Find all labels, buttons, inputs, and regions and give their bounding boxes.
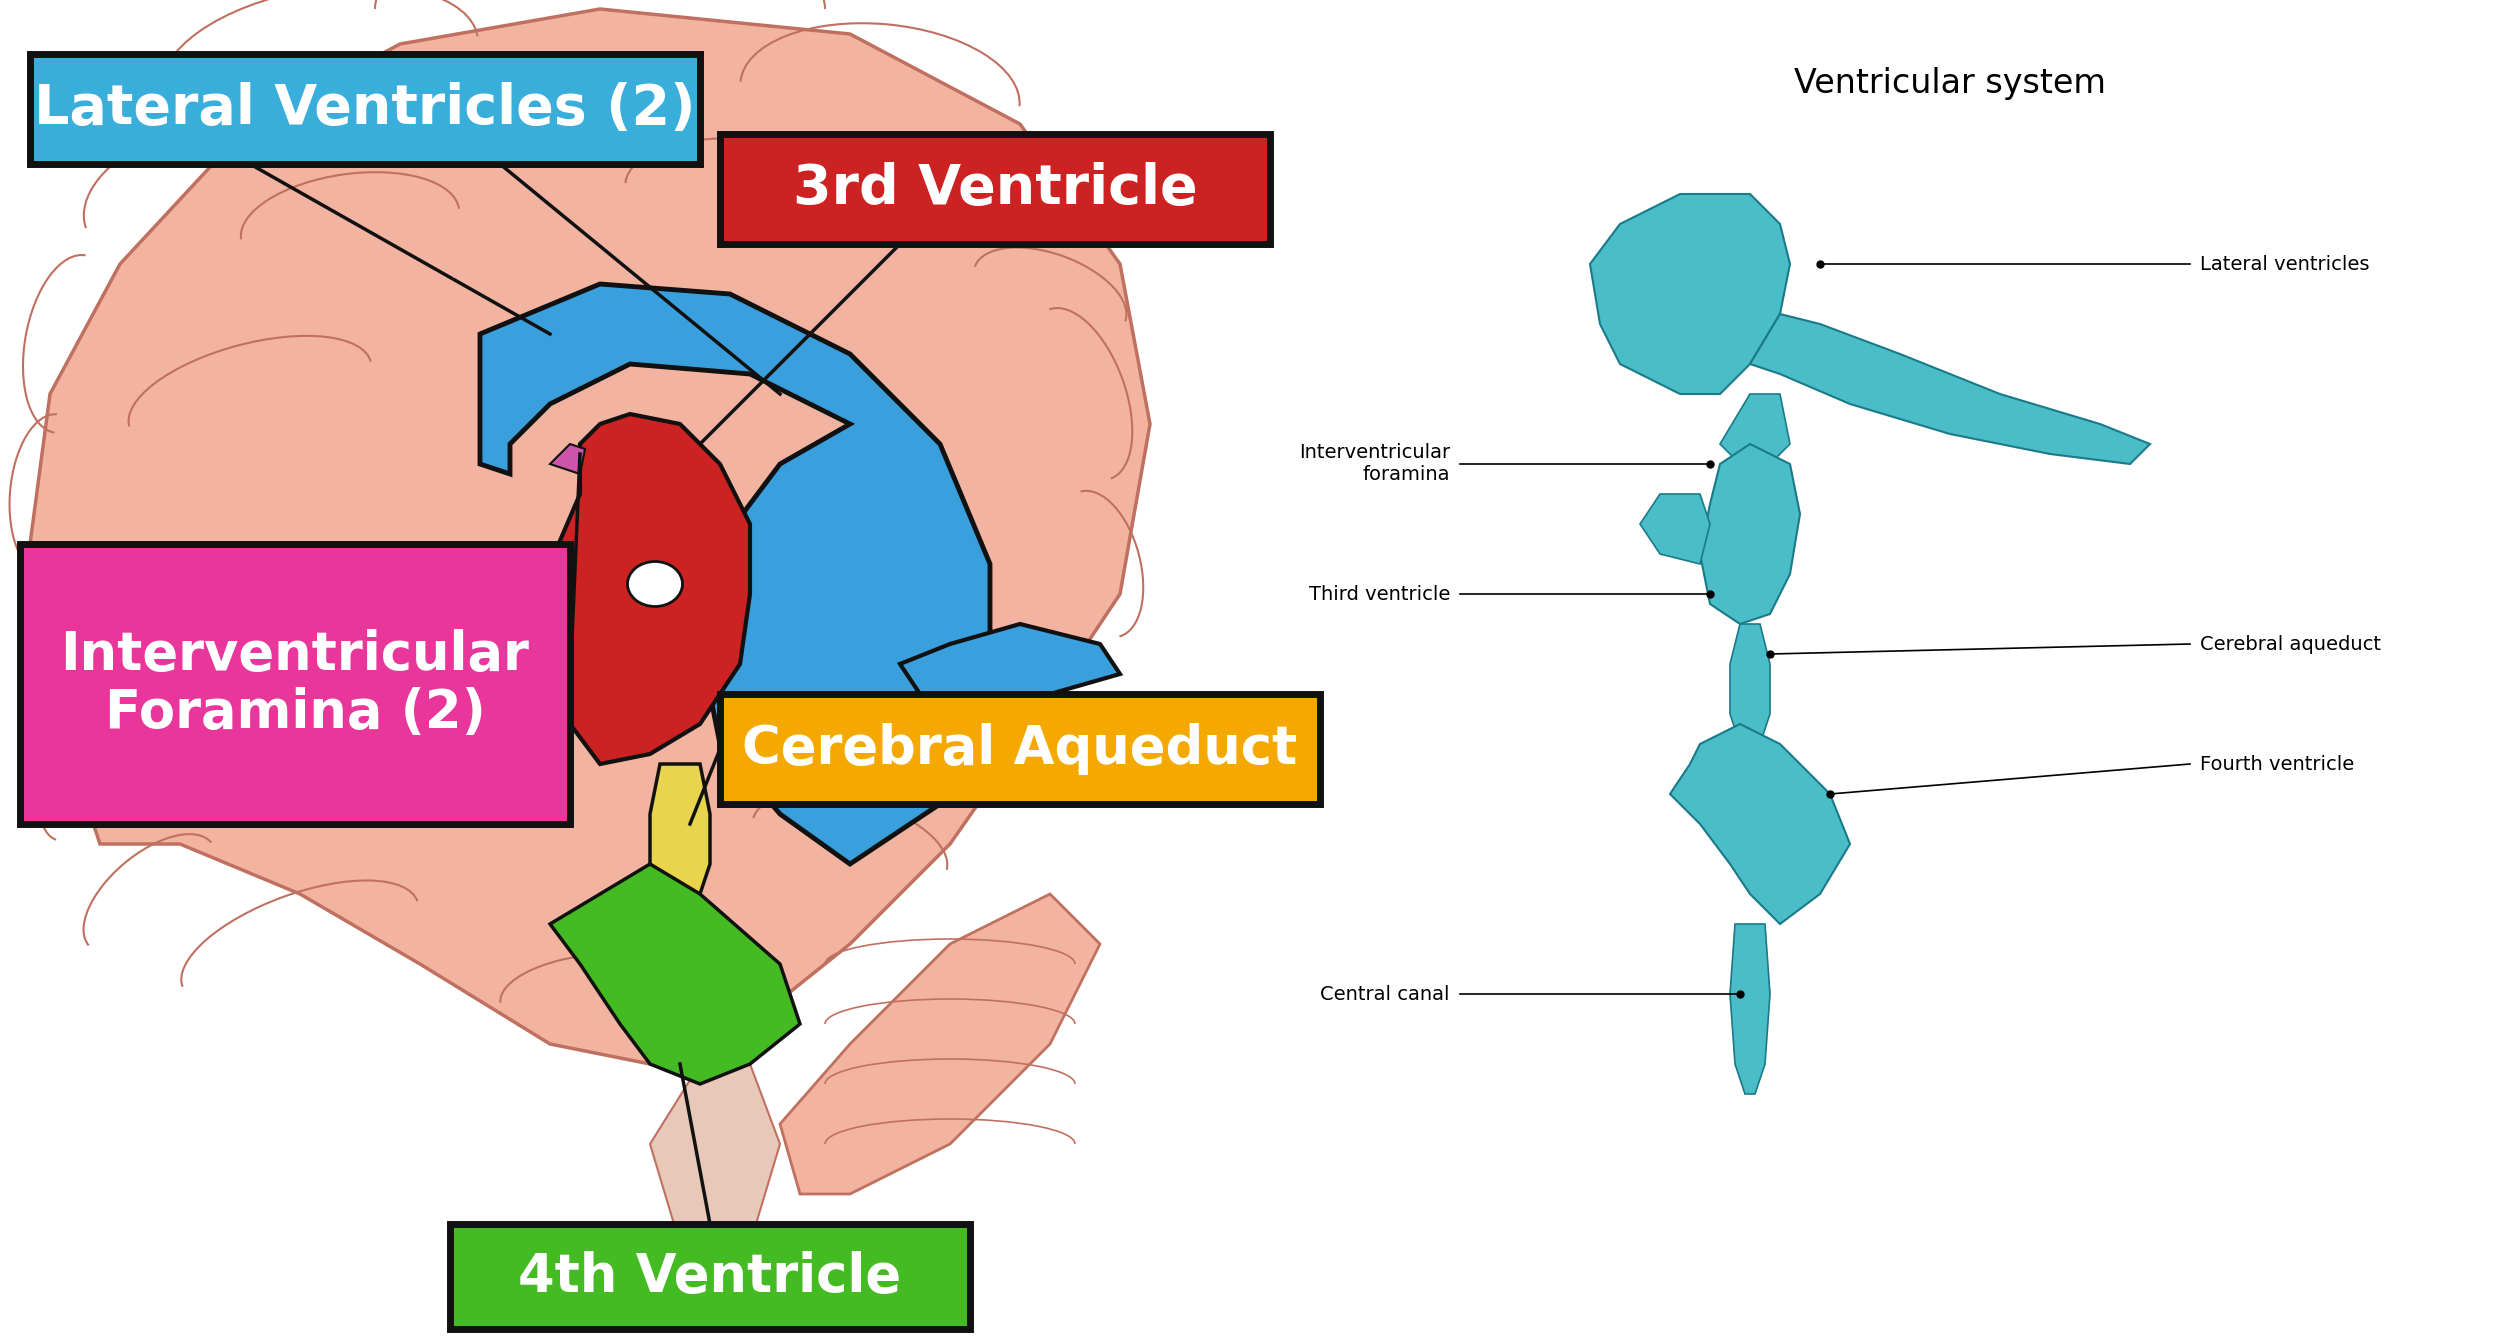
FancyBboxPatch shape	[450, 1224, 970, 1329]
Text: Third ventricle: Third ventricle	[1308, 585, 1450, 603]
FancyBboxPatch shape	[720, 134, 1270, 245]
Ellipse shape	[628, 562, 682, 606]
Polygon shape	[900, 624, 1120, 694]
Text: Interventricular
foramina: Interventricular foramina	[1300, 444, 1450, 484]
Polygon shape	[1720, 394, 1790, 464]
Text: Lateral ventricles: Lateral ventricles	[2200, 254, 2370, 273]
Polygon shape	[1700, 444, 1800, 624]
Polygon shape	[1670, 724, 1850, 925]
Polygon shape	[550, 414, 750, 763]
Text: 4th Ventricle: 4th Ventricle	[518, 1250, 902, 1302]
Text: Central canal: Central canal	[1320, 985, 1450, 1004]
Polygon shape	[30, 9, 1150, 1064]
Polygon shape	[1730, 925, 1770, 1094]
Text: Ventricular system: Ventricular system	[1795, 67, 2105, 101]
Polygon shape	[1640, 495, 1710, 564]
Text: Lateral Ventricles (2): Lateral Ventricles (2)	[35, 82, 695, 136]
Text: Cerebral aqueduct: Cerebral aqueduct	[2200, 634, 2380, 653]
Polygon shape	[780, 894, 1100, 1193]
Text: 3rd Ventricle: 3rd Ventricle	[792, 163, 1198, 216]
Polygon shape	[480, 284, 990, 864]
Polygon shape	[550, 444, 585, 474]
Text: Cerebral Aqueduct: Cerebral Aqueduct	[742, 723, 1298, 775]
Polygon shape	[650, 1064, 780, 1245]
FancyBboxPatch shape	[720, 694, 1320, 804]
FancyBboxPatch shape	[30, 54, 700, 164]
Polygon shape	[650, 763, 710, 894]
FancyBboxPatch shape	[20, 544, 570, 824]
Polygon shape	[1750, 314, 2150, 464]
Polygon shape	[1730, 624, 1770, 745]
Text: Interventricular
Foramina (2): Interventricular Foramina (2)	[60, 629, 530, 739]
Text: Fourth ventricle: Fourth ventricle	[2200, 754, 2355, 774]
Polygon shape	[1590, 194, 1790, 394]
Polygon shape	[550, 864, 800, 1085]
